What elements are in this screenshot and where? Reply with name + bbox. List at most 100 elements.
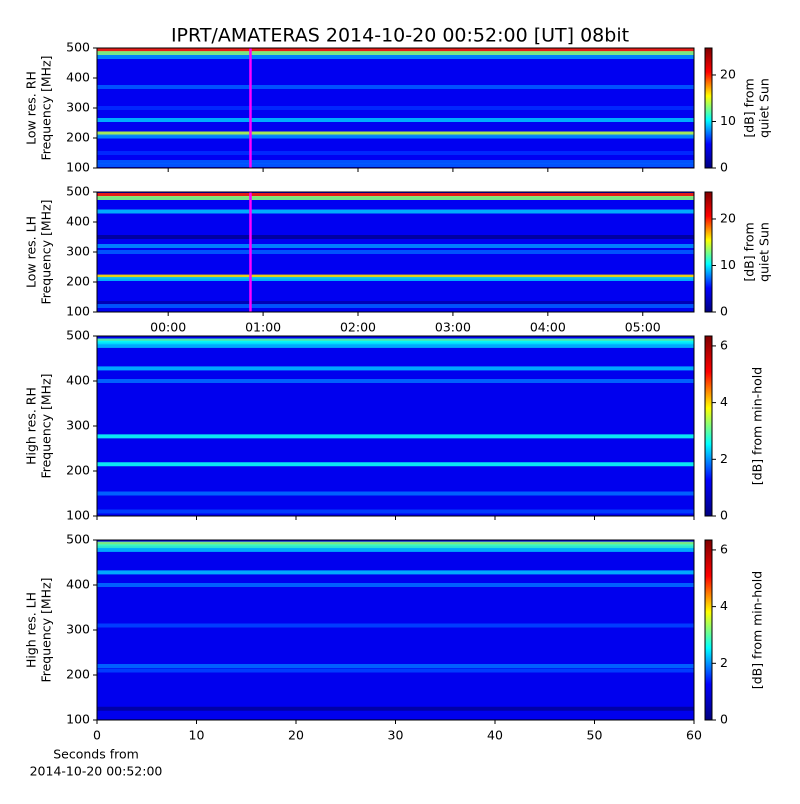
y-tick-label: 200 <box>66 130 90 145</box>
colorbar-label: quiet Sun <box>757 78 772 138</box>
emission-band <box>97 338 694 343</box>
colorbar-tick-label: 20 <box>720 66 736 81</box>
colorbar-tick-label: 0 <box>720 160 728 175</box>
colorbar-tick-label: 2 <box>720 451 728 466</box>
emission-band <box>97 340 694 345</box>
emission-band <box>97 151 694 155</box>
colorbar-tick-label: 10 <box>720 257 736 272</box>
colorbar-tick-label: 0 <box>720 508 728 523</box>
colorbar-tick-label: 6 <box>720 541 728 556</box>
spectrogram-background <box>97 336 694 516</box>
emission-band <box>97 544 694 549</box>
emission-band <box>97 51 694 56</box>
x-tick-label: 02:00 <box>340 320 376 335</box>
title: IPRT/AMATERAS 2014-10-20 00:52:00 [UT] 0… <box>171 25 629 47</box>
emission-band <box>97 491 694 496</box>
emission-band <box>97 301 694 305</box>
y-tick-label: 400 <box>66 577 90 592</box>
emission-band <box>97 274 694 279</box>
emission-band <box>97 664 694 668</box>
y-tick-label: 100 <box>66 712 90 727</box>
colorbar-tick-label: 10 <box>720 113 736 128</box>
colorbar-label: [dB] from <box>742 222 757 281</box>
emission-band <box>97 55 694 59</box>
emission-band <box>97 343 694 348</box>
emission-band <box>97 163 694 167</box>
emission-band <box>97 304 694 308</box>
emission-band <box>97 196 694 200</box>
x-tick-label: 50 <box>587 728 603 743</box>
y-tick-label: 200 <box>66 274 90 289</box>
colorbar-tick-label: 2 <box>720 655 728 670</box>
x-tick-label: 10 <box>189 728 205 743</box>
y-tick-label: 300 <box>66 622 90 637</box>
emission-band <box>97 48 694 53</box>
x-tick-label: 04:00 <box>530 320 566 335</box>
x-tick-label: 0 <box>93 728 101 743</box>
emission-band <box>97 434 694 439</box>
emission-band <box>97 547 694 552</box>
x-tick-label: 60 <box>686 728 702 743</box>
colorbar-tick-label: 20 <box>720 210 736 225</box>
emission-band <box>97 462 694 467</box>
y-tick-label: 400 <box>66 214 90 229</box>
y-tick-label: 100 <box>66 160 90 175</box>
y-tick-label: 500 <box>66 532 90 547</box>
emission-band <box>97 706 694 711</box>
y-tick-label: 100 <box>66 508 90 523</box>
colorbar-label: quiet Sun <box>757 222 772 282</box>
colorbar-tick-label: 6 <box>720 337 728 352</box>
colorbar <box>704 335 713 517</box>
colorbar-tick-label: 4 <box>720 598 728 613</box>
emission-band <box>97 570 694 575</box>
x-tick-label: 20 <box>288 728 304 743</box>
y-tick-label: 500 <box>66 40 90 55</box>
emission-band <box>97 85 694 89</box>
emission-band <box>97 583 694 587</box>
y-axis-label: High res. LH <box>24 592 39 668</box>
colorbar-label: [dB] from min-hold <box>750 367 765 485</box>
y-tick-label: 300 <box>66 244 90 259</box>
emission-band <box>97 623 694 628</box>
x-tick-label: 40 <box>487 728 503 743</box>
emission-band <box>97 244 694 248</box>
y-axis-label: Low res. LH <box>24 216 39 288</box>
emission-band <box>97 235 694 239</box>
x-tick-label: 01:00 <box>245 320 281 335</box>
colorbar-tick-label: 4 <box>720 394 728 409</box>
colorbar-label: [dB] from <box>742 78 757 137</box>
y-axis-label: Frequency [MHz] <box>39 199 54 304</box>
y-axis-label: Frequency [MHz] <box>39 373 54 478</box>
emission-band <box>97 250 694 254</box>
emission-band <box>97 277 694 281</box>
emission-band <box>97 541 694 546</box>
colorbar <box>704 191 713 313</box>
colorbar <box>704 47 713 169</box>
emission-band <box>97 668 694 673</box>
y-tick-label: 400 <box>66 373 90 388</box>
emission-band <box>97 160 694 164</box>
y-axis-label: High res. RH <box>24 387 39 465</box>
y-tick-label: 400 <box>66 70 90 85</box>
y-axis-label: Frequency [MHz] <box>39 577 54 682</box>
x-tick-label: 30 <box>388 728 404 743</box>
emission-band <box>97 193 694 197</box>
y-tick-label: 100 <box>66 304 90 319</box>
colorbar-tick-label: 0 <box>720 712 728 727</box>
colorbar-tick-label: 0 <box>720 304 728 319</box>
emission-band <box>97 379 694 383</box>
spectrogram-background <box>97 540 694 720</box>
x-tick-label: 03:00 <box>435 320 471 335</box>
x-axis-label: Seconds from <box>53 747 139 762</box>
emission-band <box>97 131 694 136</box>
y-tick-label: 200 <box>66 463 90 478</box>
y-axis-label: Frequency [MHz] <box>39 55 54 160</box>
emission-band <box>97 209 694 214</box>
colorbar-label: [dB] from min-hold <box>750 571 765 689</box>
emission-band <box>97 118 694 122</box>
y-tick-label: 500 <box>66 328 90 343</box>
colorbar <box>704 539 713 721</box>
y-axis-label: Low res. RH <box>24 71 39 145</box>
y-tick-label: 300 <box>66 418 90 433</box>
emission-band <box>97 509 694 514</box>
